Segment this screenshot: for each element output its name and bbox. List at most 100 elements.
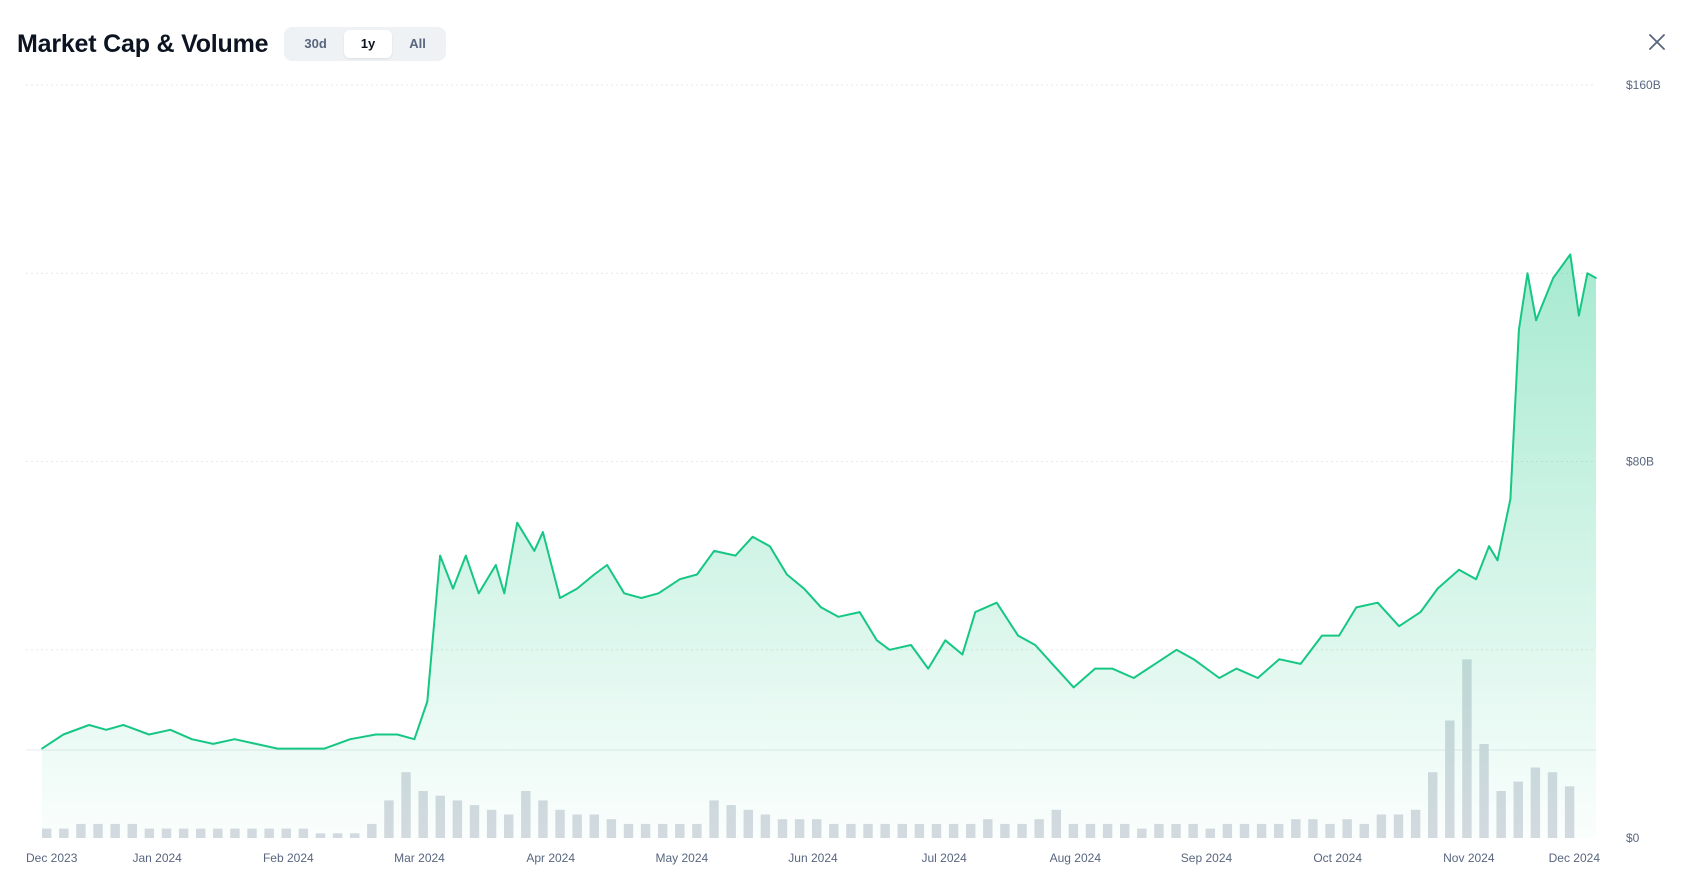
range-1y-button[interactable]: 1y bbox=[343, 30, 393, 58]
market-cap-point bbox=[255, 743, 257, 745]
market-cap-point bbox=[1154, 663, 1156, 665]
market-cap-point bbox=[1526, 272, 1529, 275]
market-cap-point bbox=[533, 550, 536, 552]
market-cap-point bbox=[1321, 634, 1323, 637]
market-cap-point bbox=[1436, 587, 1439, 590]
x-tick-label: Oct 2024 bbox=[1313, 851, 1362, 865]
market-cap-point bbox=[1376, 601, 1379, 604]
x-tick-label: Sep 2024 bbox=[1181, 851, 1233, 865]
market-cap-point bbox=[1355, 606, 1358, 609]
market-cap-point bbox=[465, 554, 467, 557]
market-cap-point bbox=[452, 587, 454, 590]
market-cap-point bbox=[1509, 498, 1512, 500]
market-cap-point bbox=[1578, 314, 1580, 317]
market-cap-point bbox=[88, 724, 90, 726]
range-30d-button[interactable]: 30d bbox=[304, 36, 327, 51]
market-cap-point bbox=[503, 592, 506, 595]
market-cap-point bbox=[858, 611, 861, 613]
market-cap-point bbox=[623, 592, 626, 595]
market-cap-point bbox=[640, 597, 643, 599]
market-cap-point bbox=[559, 597, 561, 599]
market-cap-point bbox=[1299, 663, 1302, 665]
market-cap-point bbox=[1586, 272, 1589, 275]
y-axis-ticks: $160B $80B $0 bbox=[1626, 78, 1661, 845]
market-cap-point bbox=[751, 536, 754, 538]
x-axis-ticks: Dec 2023 Jan 2024 Feb 2024 Mar 2024 Apr 2024… bbox=[26, 851, 1600, 865]
y-tick-label: $80B bbox=[1626, 455, 1654, 469]
chart-header: Market Cap & Volume 30d 1y All bbox=[17, 24, 446, 64]
x-tick-label: Dec 2024 bbox=[1549, 851, 1601, 865]
market-cap-point bbox=[41, 747, 43, 750]
market-cap-point bbox=[212, 743, 215, 745]
market-cap-point bbox=[62, 733, 65, 736]
market-cap-point bbox=[593, 573, 596, 576]
market-cap-point bbox=[1034, 644, 1036, 646]
x-tick-label: Dec 2023 bbox=[26, 851, 78, 865]
market-cap-point bbox=[439, 554, 441, 557]
market-cap-point bbox=[1132, 677, 1135, 679]
market-cap-point bbox=[1488, 545, 1490, 548]
time-range-selector: 30d 1y All bbox=[284, 27, 446, 61]
market-cap-point bbox=[542, 531, 544, 533]
market-cap-point bbox=[494, 564, 497, 566]
market-cap-point bbox=[105, 728, 108, 731]
market-cap-point bbox=[1218, 677, 1221, 679]
market-cap-point bbox=[1419, 611, 1422, 613]
market-cap-point bbox=[396, 733, 399, 736]
market-cap-point bbox=[837, 616, 840, 618]
market-cap-point bbox=[961, 653, 964, 656]
market-cap-point bbox=[122, 724, 125, 726]
market-cap-point bbox=[927, 667, 929, 670]
y-tick-label: $160B bbox=[1626, 78, 1661, 92]
x-tick-label: Nov 2024 bbox=[1443, 851, 1495, 865]
x-tick-label: Feb 2024 bbox=[263, 851, 314, 865]
close-icon bbox=[1649, 34, 1665, 50]
market-cap-point bbox=[803, 587, 805, 590]
chart-title: Market Cap & Volume bbox=[17, 29, 269, 58]
market-cap-point bbox=[1051, 663, 1054, 665]
x-tick-label: Mar 2024 bbox=[394, 851, 445, 865]
market-cap-point bbox=[516, 521, 518, 524]
market-cap-point bbox=[1595, 277, 1597, 279]
market-cap-point bbox=[413, 738, 416, 740]
x-tick-label: Aug 2024 bbox=[1050, 851, 1102, 865]
market-cap-point bbox=[349, 738, 352, 740]
market-cap-fill bbox=[42, 254, 1596, 838]
range-all-button[interactable]: All bbox=[409, 36, 426, 51]
market-cap-point bbox=[1175, 648, 1178, 651]
market-cap-point bbox=[1458, 568, 1460, 571]
close-button[interactable] bbox=[1645, 30, 1669, 54]
market-cap-point bbox=[734, 554, 737, 557]
market-cap-point bbox=[1496, 559, 1499, 562]
market-cap-point bbox=[1278, 658, 1281, 660]
market-cap-point bbox=[679, 578, 681, 580]
market-cap-point bbox=[426, 700, 429, 703]
market-cap-point bbox=[995, 601, 998, 604]
market-cap-point bbox=[974, 611, 977, 613]
market-cap-point bbox=[696, 573, 698, 576]
x-tick-label: Jan 2024 bbox=[132, 851, 182, 865]
market-cap-point bbox=[1552, 277, 1554, 279]
market-cap-point bbox=[1111, 667, 1114, 670]
market-cap-point bbox=[944, 639, 947, 642]
market-cap-point bbox=[1398, 625, 1400, 628]
market-cap-point bbox=[1235, 667, 1238, 670]
x-tick-label: May 2024 bbox=[655, 851, 708, 865]
market-cap-point bbox=[1518, 328, 1520, 331]
market-cap-point bbox=[875, 639, 878, 642]
market-cap-point bbox=[1475, 578, 1477, 580]
market-cap-area bbox=[41, 253, 1597, 838]
market-cap-point bbox=[1094, 667, 1096, 670]
market-cap-point bbox=[786, 573, 788, 576]
market-cap-point bbox=[1338, 634, 1340, 637]
market-cap-point bbox=[606, 564, 608, 566]
x-tick-label: Apr 2024 bbox=[526, 851, 575, 865]
market-cap-point bbox=[375, 733, 377, 736]
market-cap-point bbox=[1569, 253, 1572, 256]
market-cap-point bbox=[169, 728, 172, 731]
market-cap-point bbox=[233, 738, 236, 740]
y-tick-label: $0 bbox=[1626, 831, 1640, 845]
market-cap-point bbox=[323, 747, 326, 750]
market-cap-point bbox=[888, 648, 891, 651]
